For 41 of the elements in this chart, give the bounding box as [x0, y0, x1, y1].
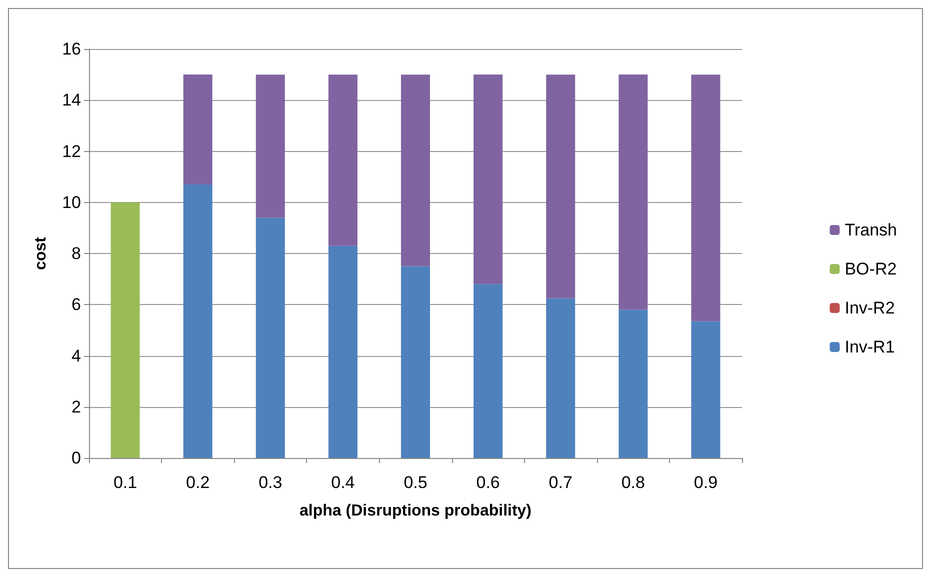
bar: [691, 74, 720, 322]
y-tick-label: 4: [72, 346, 81, 366]
bar: [474, 74, 503, 284]
x-tick-label: 0.6: [476, 473, 500, 492]
legend-label: Inv-R1: [844, 338, 895, 356]
y-tick-label: 10: [62, 192, 81, 212]
y-tick-label: 12: [62, 142, 81, 161]
x-tick-label: 0.1: [113, 473, 138, 492]
y-axis-title: cost: [32, 236, 50, 270]
bar: [183, 74, 212, 184]
legend-label: BO-R2: [844, 260, 897, 278]
bar: [328, 74, 358, 246]
y-tick-label: 0: [72, 448, 81, 468]
bar: [400, 266, 430, 458]
y-tick-label: 14: [62, 90, 81, 110]
legend-label: Transh: [844, 220, 898, 240]
x-tick-label: 0.9: [694, 473, 718, 492]
bar: [546, 74, 576, 298]
bar: [474, 284, 503, 458]
x-axis-title: alpha (Disruptions probability): [299, 502, 532, 520]
bar: [400, 74, 430, 266]
bar: [256, 74, 285, 218]
legend-label: Inv-R2: [844, 298, 895, 318]
y-tick-label: 6: [72, 295, 81, 314]
x-tick-label: 0.8: [621, 473, 645, 492]
y-tick-label: 2: [72, 397, 81, 416]
bar: [183, 184, 212, 458]
bar: [691, 321, 720, 458]
y-tick-label: 16: [62, 40, 81, 58]
bar: [618, 310, 648, 458]
x-tick-label: 0.3: [258, 473, 282, 492]
y-tick-label: 8: [72, 244, 81, 263]
x-tick-label: 0.5: [404, 473, 428, 492]
bar: [110, 202, 140, 458]
x-tick-label: 0.2: [186, 473, 210, 492]
x-tick-label: 0.7: [548, 473, 572, 492]
bar: [618, 74, 648, 310]
bar: [546, 298, 576, 458]
bar: [328, 246, 358, 458]
x-tick-label: 0.4: [331, 473, 355, 492]
bar: [256, 218, 285, 458]
